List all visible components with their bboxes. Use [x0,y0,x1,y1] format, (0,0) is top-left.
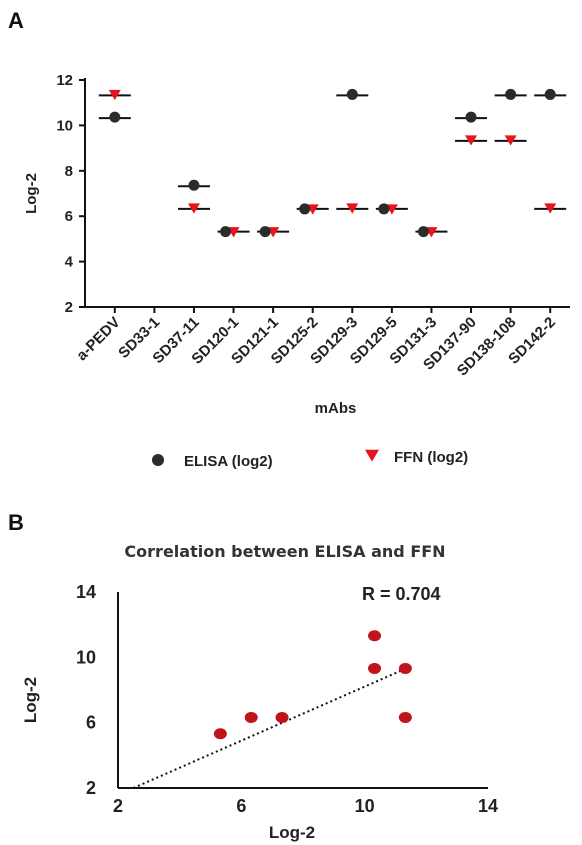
correlation-point [244,711,258,723]
panel-a-x-tick-label: a-PEDV [73,314,123,364]
elisa-point [544,88,556,100]
panel-a-y-tick-label: 8 [65,163,73,180]
panel-b-y-tick-label: 6 [86,713,96,733]
panel-b-r-annotation: R = 0.704 [362,584,441,604]
elisa-point [220,226,232,238]
panel-b-title: Correlation between ELISA and FFN [124,542,445,561]
panel-a-y-tick-label: 2 [65,299,73,316]
ffn-point [187,203,200,214]
panel-a-y-tick-label: 6 [65,208,73,225]
panel-b-y-tick-label: 2 [86,778,96,798]
panel-label-b: B [8,510,24,535]
panel-b-chart: Correlation between ELISA and FFN R = 0.… [21,542,498,842]
panel-a-legend: ELISA (log2) FFN (log2) [152,449,468,470]
correlation-point [275,711,289,723]
panel-label-a: A [8,8,24,33]
elisa-point [109,111,121,123]
correlation-point [398,711,412,723]
panel-a-y-tick-label: 4 [65,254,74,271]
elisa-point [417,226,429,238]
legend-elisa-marker [152,454,164,466]
ffn-point [465,135,478,146]
elisa-point [505,88,517,100]
legend-elisa-label: ELISA (log2) [184,453,273,470]
elisa-point [188,179,200,191]
trendline [133,669,403,789]
panel-b-y-tick-label: 10 [76,647,96,667]
legend-ffn-label: FFN (log2) [394,449,468,466]
panel-b-y-tick-label: 14 [76,582,96,602]
ffn-point [346,203,359,214]
panel-b-x-tick-label: 10 [355,796,375,816]
correlation-point [398,662,412,674]
elisa-point [378,203,390,215]
panel-b-y-axis-title: Log-2 [21,677,40,723]
elisa-point [346,88,358,100]
panel-b-x-tick-label: 2 [113,796,123,816]
panel-b-x-tick-label: 14 [478,796,498,816]
correlation-point [213,728,227,740]
correlation-point [368,662,382,674]
elisa-point [465,111,477,123]
correlation-point [368,630,382,642]
ffn-point [504,135,517,146]
legend-ffn-marker [365,449,379,462]
panel-a-x-axis-title: mAbs [315,400,357,417]
panel-a-y-tick-label: 10 [56,117,73,134]
elisa-point [259,226,271,238]
elisa-point [299,203,311,215]
panel-a-y-tick-label: 12 [56,72,73,89]
panel-b-x-axis-title: Log-2 [269,823,315,842]
panel-a-chart: Log-2 mAbs 24681012a-PEDVSD33-1SD37-11SD… [23,72,570,417]
panel-a-y-axis-title: Log-2 [23,173,40,214]
panel-b-x-tick-label: 6 [236,796,246,816]
ffn-point [544,203,557,214]
ffn-point [108,89,121,101]
